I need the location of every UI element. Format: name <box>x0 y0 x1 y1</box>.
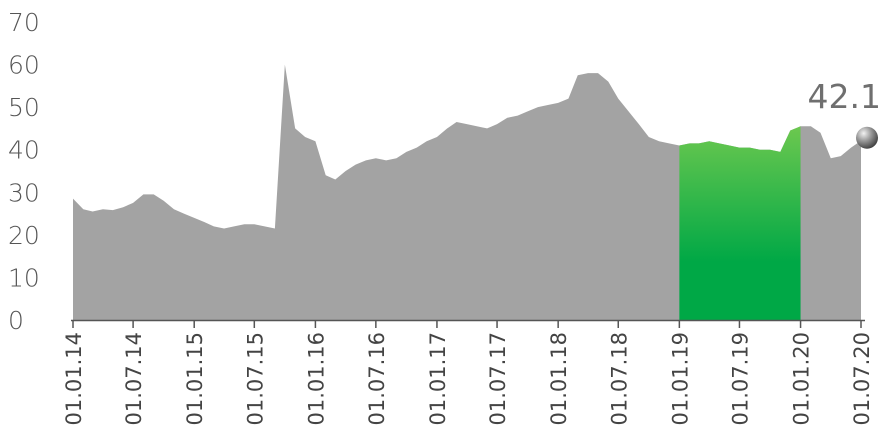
x-tick-label: 01.07.15 <box>243 332 267 426</box>
y-tick-label: 20 <box>8 221 40 250</box>
last-value-marker <box>856 126 878 149</box>
x-tick-label: 01.01.19 <box>668 332 692 426</box>
x-tick-label: 01.01.16 <box>304 332 328 426</box>
y-tick-label: 40 <box>8 136 40 165</box>
x-tick-label: 01.07.16 <box>365 332 389 426</box>
x-tick-label: 01.07.19 <box>728 332 752 426</box>
y-tick-label: 50 <box>8 93 40 122</box>
x-axis-ticks: 01.01.14 01.07.14 01.01.15 01.07.15 01.01.16… <box>62 332 874 426</box>
x-tick-label: 01.01.18 <box>547 332 571 426</box>
y-tick-label: 70 <box>8 8 40 37</box>
series-area <box>73 64 861 320</box>
x-tick-label: 01.07.17 <box>486 332 510 426</box>
y-tick-label: 30 <box>8 178 40 207</box>
y-tick-label: 0 <box>8 306 24 335</box>
y-tick-label: 60 <box>8 51 40 80</box>
x-tick-label: 01.01.15 <box>183 332 207 426</box>
last-value-label: 42.1 <box>808 77 881 116</box>
last-value-marker-group: 42.1 <box>808 77 881 149</box>
y-axis-ticks: 0 10 20 30 40 50 60 70 <box>8 8 40 335</box>
highlight-area <box>679 126 801 320</box>
x-tick-label: 01.07.18 <box>607 332 631 426</box>
y-tick-label: 10 <box>8 263 40 292</box>
area-layer <box>73 64 861 320</box>
x-axis <box>71 319 865 328</box>
x-tick-label: 01.01.14 <box>62 332 86 426</box>
x-tick-label: 01.07.14 <box>122 332 146 426</box>
x-tick-label: 01.07.20 <box>850 332 874 426</box>
x-tick-label: 01.01.17 <box>426 332 450 426</box>
x-tick-label: 01.01.20 <box>790 332 814 426</box>
